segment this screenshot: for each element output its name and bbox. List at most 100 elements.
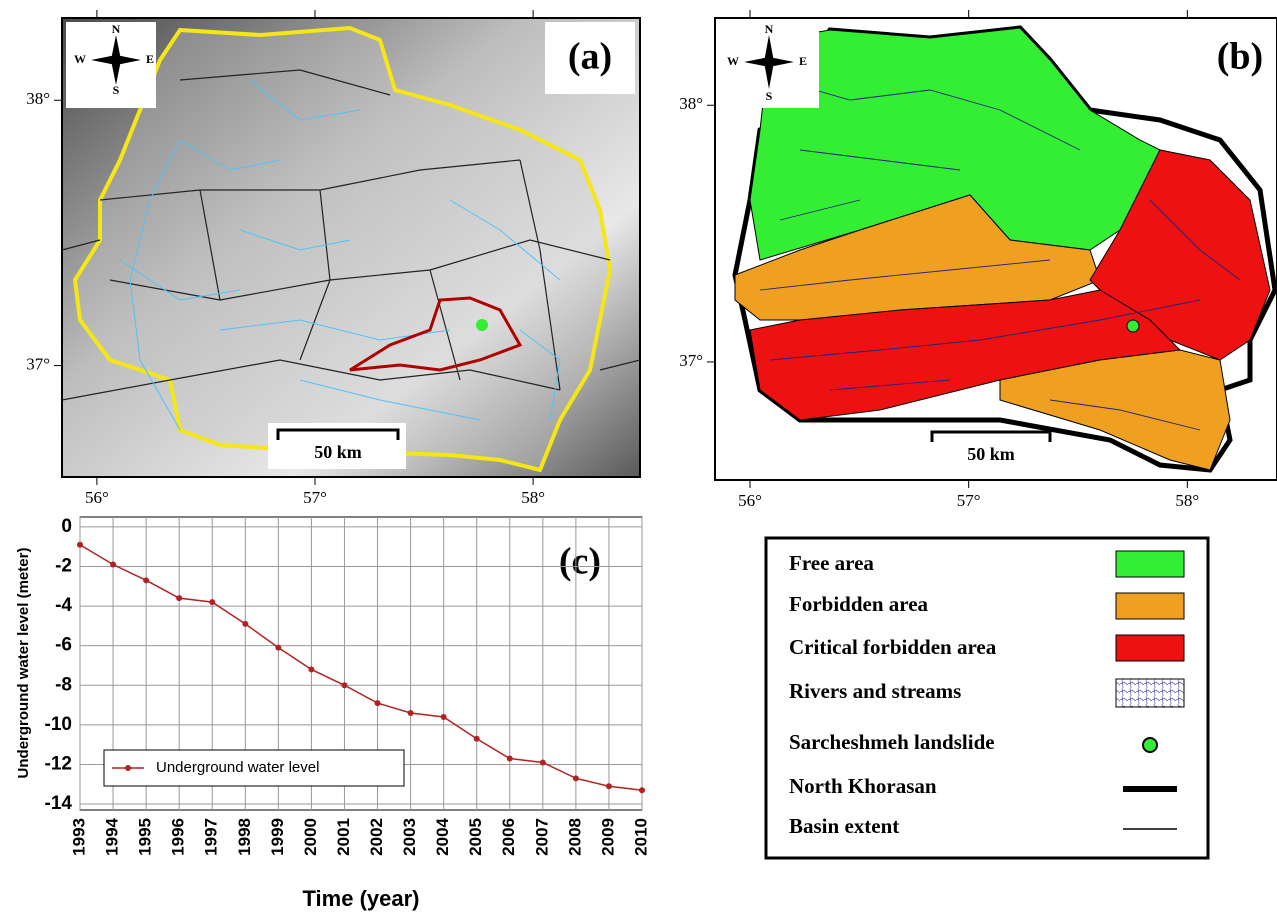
legend-box — [103, 749, 405, 787]
scale-label: 50 km — [314, 442, 362, 462]
scale-label: 50 km — [967, 444, 1015, 464]
y-tick-label: -2 — [55, 556, 72, 577]
compass-n: N — [765, 22, 774, 36]
landslide-point — [1126, 319, 1140, 333]
label-box — [545, 22, 635, 94]
y-tick-label: -14 — [45, 793, 73, 814]
map-frame — [61, 17, 641, 478]
legend-label: Basin extent — [789, 814, 899, 838]
compass-w: W — [74, 52, 86, 66]
data-point — [176, 595, 183, 602]
data-point — [275, 644, 282, 651]
x-tick-label: 2000 — [301, 818, 320, 856]
sub-basins — [61, 69, 641, 401]
legend-label: Sarcheshmeh landslide — [789, 730, 995, 754]
legend-label: Free area — [789, 551, 874, 575]
x-tick-label: 2003 — [400, 818, 419, 856]
legend-swatch — [1115, 550, 1185, 578]
data-point — [143, 577, 150, 584]
x-tick-label: 2004 — [433, 817, 452, 855]
y-tick-label: 37° — [26, 354, 50, 373]
legend-label: Underground water level — [156, 759, 319, 776]
x-tick-label: 2008 — [565, 818, 584, 856]
x-axis-label: Time (year) — [303, 886, 420, 911]
x-tick-label: 56° — [85, 488, 109, 507]
legend-label: North Khorasan — [789, 774, 937, 798]
y-axis-label: Underground water level (meter) — [15, 548, 32, 779]
landslide-basin — [349, 296, 523, 372]
data-point — [506, 755, 513, 762]
compass-e: E — [146, 52, 154, 66]
data-point — [77, 541, 83, 548]
legend-swatch — [1115, 592, 1185, 620]
x-tick-label: 2007 — [532, 818, 551, 856]
scale-bar — [276, 428, 400, 440]
x-tick-label: 56° — [738, 491, 762, 510]
data-point — [473, 735, 480, 742]
compass — [744, 35, 794, 89]
panel-label: (c) — [559, 541, 601, 583]
compass-e: E — [799, 54, 807, 68]
data-point — [341, 682, 348, 689]
y-tick-label: -8 — [55, 674, 72, 695]
y-tick-label: 37° — [679, 351, 703, 370]
data-point — [374, 700, 381, 707]
legend-label: Forbidden area — [789, 592, 929, 616]
y-tick-label: -10 — [45, 714, 72, 735]
compass-box — [66, 22, 156, 108]
legend-swatch — [1142, 737, 1158, 753]
x-tick-label: 2001 — [334, 818, 353, 856]
scale-bar — [930, 430, 1052, 442]
x-tick-label: 1995 — [136, 818, 155, 856]
x-tick-label: 1996 — [169, 818, 188, 856]
data-point — [572, 775, 579, 782]
forbidden-area — [999, 349, 1231, 471]
data-point — [440, 713, 447, 720]
map-a: N S W E (a) 50 km 56° 57° 58° 37° 38° — [26, 10, 641, 507]
x-tick-label: 2002 — [367, 818, 386, 856]
x-tick-label: 2006 — [499, 818, 518, 856]
data-line — [79, 544, 643, 791]
y-tick-label: 38° — [679, 94, 703, 113]
compass-n: N — [112, 22, 121, 36]
compass — [91, 35, 141, 85]
compass-s: S — [766, 89, 773, 103]
data-point — [639, 787, 645, 794]
compass-w: W — [727, 54, 739, 68]
x-tick-label: 1993 — [69, 818, 88, 856]
legend: Free area Forbidden area Critical forbid… — [764, 536, 1210, 860]
x-tick-label: 2009 — [598, 818, 617, 856]
landslide-point — [476, 319, 488, 331]
y-tick-label: 38° — [26, 89, 50, 108]
x-tick-label: 2010 — [631, 818, 650, 856]
data-point — [308, 666, 315, 673]
x-tick-label: 1994 — [103, 817, 122, 855]
legend-label: Rivers and streams — [789, 679, 961, 703]
panel-label: (b) — [1217, 36, 1263, 78]
legend-swatch — [1115, 678, 1185, 708]
rivers — [119, 79, 561, 431]
legend-swatch — [1115, 634, 1185, 662]
y-tick-label: -12 — [45, 753, 72, 774]
data-point — [209, 599, 216, 606]
legend-label: Critical forbidden area — [789, 635, 997, 659]
panel-label: (a) — [568, 36, 612, 78]
rivers — [759, 79, 1241, 431]
x-tick-label: 58° — [1175, 491, 1199, 510]
map-b: N S W E (b) 50 km 56° 57° 58° 37° 38° — [679, 10, 1277, 510]
data-point — [539, 759, 546, 766]
x-tick-label: 57° — [957, 491, 981, 510]
x-tick-label: 57° — [303, 488, 327, 507]
x-tick-label: 58° — [521, 488, 545, 507]
y-tick-label: -4 — [55, 595, 72, 616]
data-point — [407, 709, 414, 716]
x-tick-label: 2005 — [466, 818, 485, 856]
data-point — [242, 620, 249, 627]
compass-s: S — [113, 83, 120, 97]
data-point — [605, 783, 612, 790]
x-tick-label: 1999 — [268, 818, 287, 856]
x-tick-label: 1998 — [235, 818, 254, 856]
data-point — [110, 561, 117, 568]
line-chart: (c) Underground water level (meter) Time… — [15, 516, 651, 911]
